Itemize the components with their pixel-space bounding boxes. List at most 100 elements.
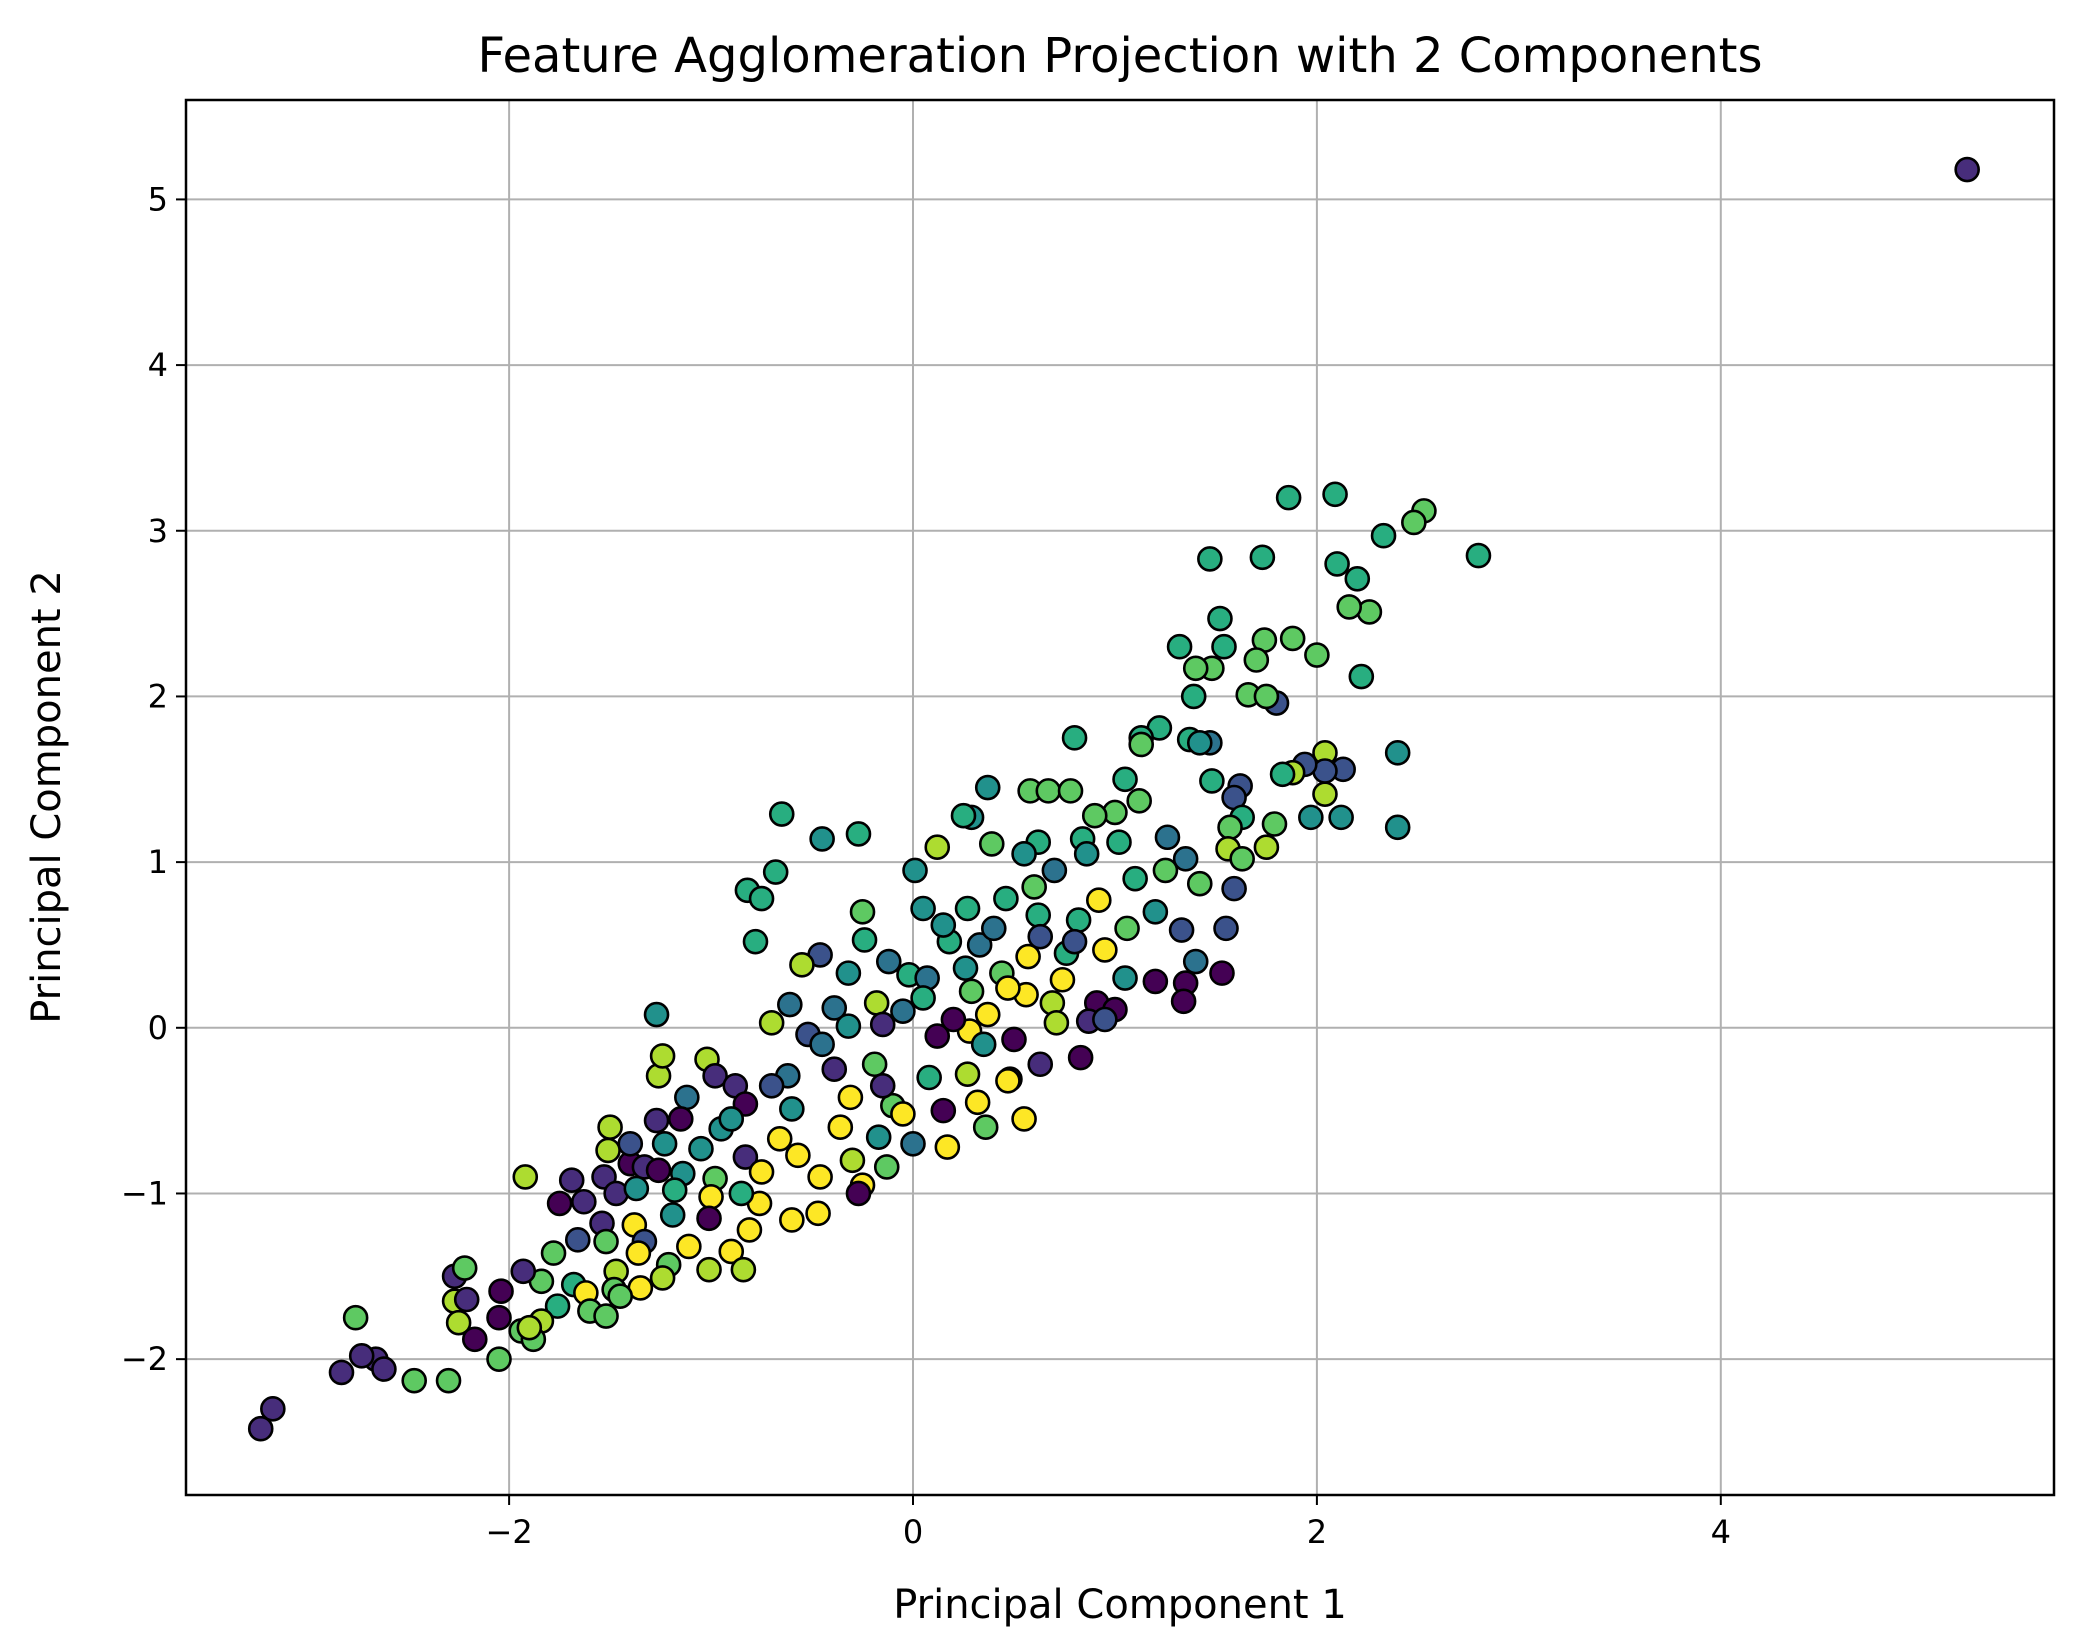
- data-point: [1298, 804, 1324, 831]
- data-point: [964, 1089, 991, 1116]
- data-point: [1186, 730, 1213, 756]
- data-point: [890, 1101, 916, 1127]
- data-point: [952, 955, 979, 981]
- data-point: [748, 885, 775, 912]
- data-point: [789, 952, 815, 978]
- data-point: [1142, 899, 1169, 925]
- data-point: [779, 1096, 805, 1122]
- data-point: [807, 1164, 833, 1190]
- y-tick-label: 4: [148, 346, 168, 384]
- data-point: [758, 1072, 785, 1099]
- data-point: [890, 998, 916, 1025]
- axis-ticks: −2 0 2 4 −2 −1 0 1 2 3 4 5: [121, 180, 1731, 1551]
- data-point: [1172, 846, 1199, 872]
- data-point: [1112, 965, 1138, 991]
- data-point: [821, 995, 848, 1021]
- y-tick-label: −2: [121, 1340, 168, 1378]
- data-point: [486, 1304, 512, 1331]
- data-point: [728, 1180, 755, 1207]
- data-point: [1370, 522, 1397, 549]
- data-point: [851, 927, 878, 953]
- data-point: [1954, 156, 1980, 183]
- data-point: [659, 1202, 686, 1228]
- data-point: [1217, 814, 1243, 841]
- data-point: [910, 895, 936, 922]
- data-point: [1027, 923, 1054, 950]
- data-point: [974, 774, 1001, 801]
- chart-title: Feature Agglomeration Projection with 2 …: [478, 28, 1763, 84]
- data-point: [1199, 768, 1225, 794]
- data-point: [1261, 811, 1288, 837]
- data-point: [342, 1304, 369, 1331]
- data-point: [260, 1396, 286, 1422]
- data-point: [698, 1183, 724, 1210]
- data-point: [736, 1217, 763, 1243]
- data-point: [676, 1233, 702, 1260]
- data-point: [1092, 1006, 1118, 1033]
- data-point: [748, 1159, 775, 1185]
- data-point: [1011, 841, 1037, 867]
- data-point: [809, 1031, 835, 1058]
- y-tick-label: 2: [148, 677, 168, 715]
- data-point: [930, 912, 957, 938]
- y-tick-label: −1: [121, 1174, 168, 1212]
- data-point: [940, 1006, 967, 1033]
- data-point: [1322, 481, 1348, 508]
- data-point: [900, 1130, 926, 1157]
- data-point: [1142, 968, 1169, 995]
- data-point: [593, 1228, 619, 1255]
- data-point: [1126, 788, 1152, 814]
- x-tick-label: −2: [486, 1513, 533, 1551]
- data-point: [696, 1205, 722, 1232]
- data-point: [435, 1367, 462, 1394]
- data-point: [1207, 605, 1233, 632]
- data-point: [1085, 887, 1112, 914]
- data-point: [564, 1227, 591, 1253]
- data-point: [1253, 683, 1280, 710]
- data-point: [1049, 966, 1076, 993]
- data-point: [1170, 988, 1197, 1015]
- data-point: [1112, 766, 1138, 793]
- data-point: [1253, 834, 1280, 861]
- data-point: [595, 1137, 621, 1164]
- data-point: [869, 1011, 896, 1038]
- data-point: [1001, 1026, 1027, 1053]
- x-axis-label: Principal Component 1: [893, 1582, 1347, 1628]
- data-point: [777, 991, 803, 1018]
- data-point: [1092, 937, 1118, 963]
- data-point: [1384, 814, 1411, 841]
- x-tick-label: 0: [903, 1513, 923, 1551]
- plot-frame: [184, 98, 2056, 1497]
- data-point: [805, 1200, 831, 1227]
- data-point: [785, 1142, 811, 1169]
- data-point: [1182, 948, 1209, 975]
- data-point: [643, 1001, 670, 1028]
- data-point: [1384, 739, 1411, 766]
- data-point: [993, 885, 1019, 912]
- data-point: [837, 1084, 864, 1111]
- data-point: [809, 826, 835, 852]
- data-point: [1275, 484, 1302, 511]
- data-point: [827, 1114, 854, 1140]
- data-point: [667, 1106, 694, 1132]
- data-point: [980, 915, 1007, 942]
- data-point: [730, 1256, 757, 1283]
- data-point: [869, 1072, 896, 1099]
- data-point: [1243, 647, 1270, 673]
- data-point: [674, 1084, 700, 1111]
- data-point: [617, 1130, 644, 1157]
- data-point: [512, 1164, 539, 1190]
- data-point: [1249, 544, 1276, 571]
- data-point: [1114, 915, 1140, 942]
- data-point: [486, 1346, 512, 1372]
- data-point: [970, 1031, 997, 1058]
- data-point: [1221, 875, 1247, 902]
- data-point: [510, 1258, 537, 1285]
- data-point: [1025, 902, 1052, 928]
- data-point: [1073, 841, 1100, 867]
- data-point: [954, 1061, 981, 1087]
- data-point: [1061, 725, 1088, 751]
- x-tick-label: 4: [1711, 1513, 1731, 1551]
- data-point: [762, 859, 789, 885]
